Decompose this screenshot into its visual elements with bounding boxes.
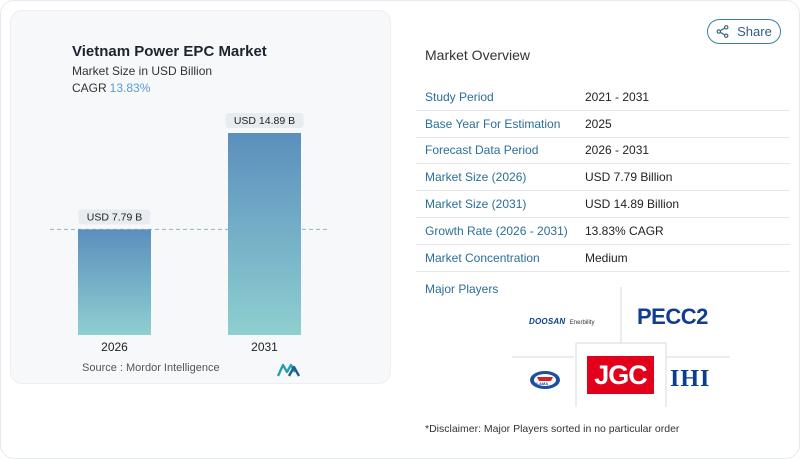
overview-label: Base Year For Estimation <box>425 116 561 131</box>
mordor-intelligence-logo <box>277 363 301 377</box>
chart-card <box>10 10 391 384</box>
overview-label: Forecast Data Period <box>425 143 539 158</box>
overview-label: Market Size (2031) <box>425 197 527 212</box>
overview-row: Study Period 2021 - 2031 <box>416 84 790 111</box>
pecc2-logo-text: PECC2 <box>637 304 708 329</box>
share-button[interactable]: Share <box>707 19 781 44</box>
overview-value: 13.83% CAGR <box>585 223 664 238</box>
data-label-bg <box>225 113 304 128</box>
data-label: USD 7.79 B <box>87 211 142 223</box>
x-tick-label: 2026 <box>101 340 128 354</box>
cagr-value: 13.83% <box>109 81 151 95</box>
chart-subtitle: Market Size in USD Billion <box>72 64 213 78</box>
overview-value: Medium <box>585 250 628 265</box>
bar-2026 <box>78 229 151 335</box>
cagr-label: CAGR <box>72 81 107 95</box>
doosan-logo-text: DOOSAN <box>529 317 566 326</box>
overview-label: Market Size (2026) <box>425 170 527 185</box>
doosan-enerbility-logo: DOOSAN Enerbility <box>529 311 594 329</box>
overview-label: Study Period <box>425 89 494 104</box>
major-players-title: Major Players <box>425 282 499 296</box>
overview-value: 2026 - 2031 <box>585 143 650 158</box>
enerbility-logo-text: Enerbility <box>569 320 595 326</box>
overview-label: Market Concentration <box>425 250 540 265</box>
bar-2031 <box>228 133 301 335</box>
overview-row: Base Year For Estimation 2025 <box>416 111 790 138</box>
overview-table: Study Period 2021 - 2031 Base Year For Es… <box>416 84 790 272</box>
lilama-emblem <box>530 371 560 389</box>
overview-row: Market Size (2031) USD 14.89 Billion <box>416 191 790 218</box>
overview-row: Market Size (2026) USD 7.79 Billion <box>416 164 790 192</box>
share-label: Share <box>737 24 772 39</box>
overview-value: USD 7.79 Billion <box>585 170 673 185</box>
x-tick-label: 2031 <box>251 340 278 354</box>
lilama-logo-text: LILAMA <box>533 381 549 386</box>
overview-row: Growth Rate (2026 - 2031) 13.83% CAGR <box>416 218 790 245</box>
overview-title: Market Overview <box>425 47 531 63</box>
ihi-logo-text: IHI <box>670 366 711 392</box>
overview-row: Market Concentration Medium <box>416 245 790 272</box>
overview-label: Growth Rate (2026 - 2031) <box>425 223 568 238</box>
jgc-logo-text: JGC <box>594 359 648 390</box>
chart-title: Vietnam Power EPC Market <box>72 43 267 60</box>
ihi-logo: IHI <box>670 366 710 393</box>
share-icon <box>716 25 729 38</box>
disclaimer: *Disclaimer: Major Players sorted in no … <box>425 423 680 435</box>
overview-row: Forecast Data Period 2026 - 2031 <box>416 138 790 165</box>
overview-value: 2021 - 2031 <box>585 89 650 104</box>
chart-source: Source : Mordor Intelligence <box>82 362 220 374</box>
data-label: USD 14.89 B <box>234 115 295 127</box>
pecc2-logo: PECC2 <box>637 304 708 330</box>
jgc-logo: JGC <box>587 356 654 394</box>
bar-chart: USD 7.79 B 2026 USD 14.89 B 2031 <box>50 113 330 354</box>
data-label-bg <box>78 209 151 225</box>
chart-cagr: CAGR 13.83% <box>72 81 150 95</box>
lilama-logo: LILAMA <box>528 368 562 392</box>
overview-value: 2025 <box>585 116 612 131</box>
overview-value: USD 14.89 Billion <box>585 197 680 212</box>
